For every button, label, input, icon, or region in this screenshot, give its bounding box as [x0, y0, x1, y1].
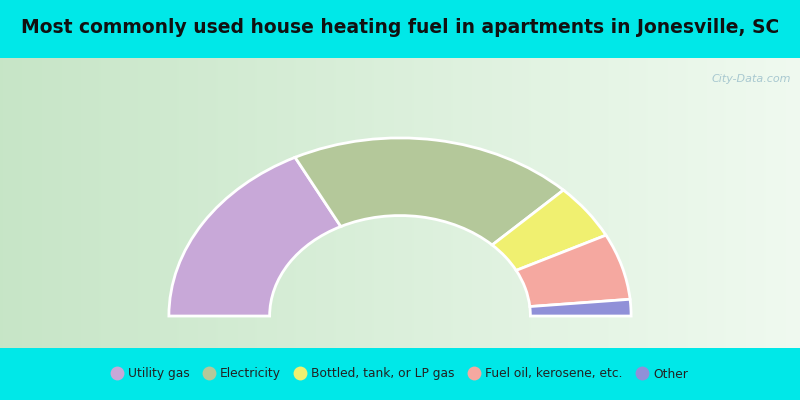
Wedge shape — [516, 235, 630, 306]
Wedge shape — [169, 157, 341, 316]
Wedge shape — [295, 138, 563, 245]
Legend: Utility gas, Electricity, Bottled, tank, or LP gas, Fuel oil, kerosene, etc., Ot: Utility gas, Electricity, Bottled, tank,… — [112, 368, 688, 380]
Wedge shape — [492, 190, 606, 270]
Wedge shape — [530, 299, 631, 316]
Text: City-Data.com: City-Data.com — [712, 74, 791, 84]
Text: Most commonly used house heating fuel in apartments in Jonesville, SC: Most commonly used house heating fuel in… — [21, 18, 779, 37]
